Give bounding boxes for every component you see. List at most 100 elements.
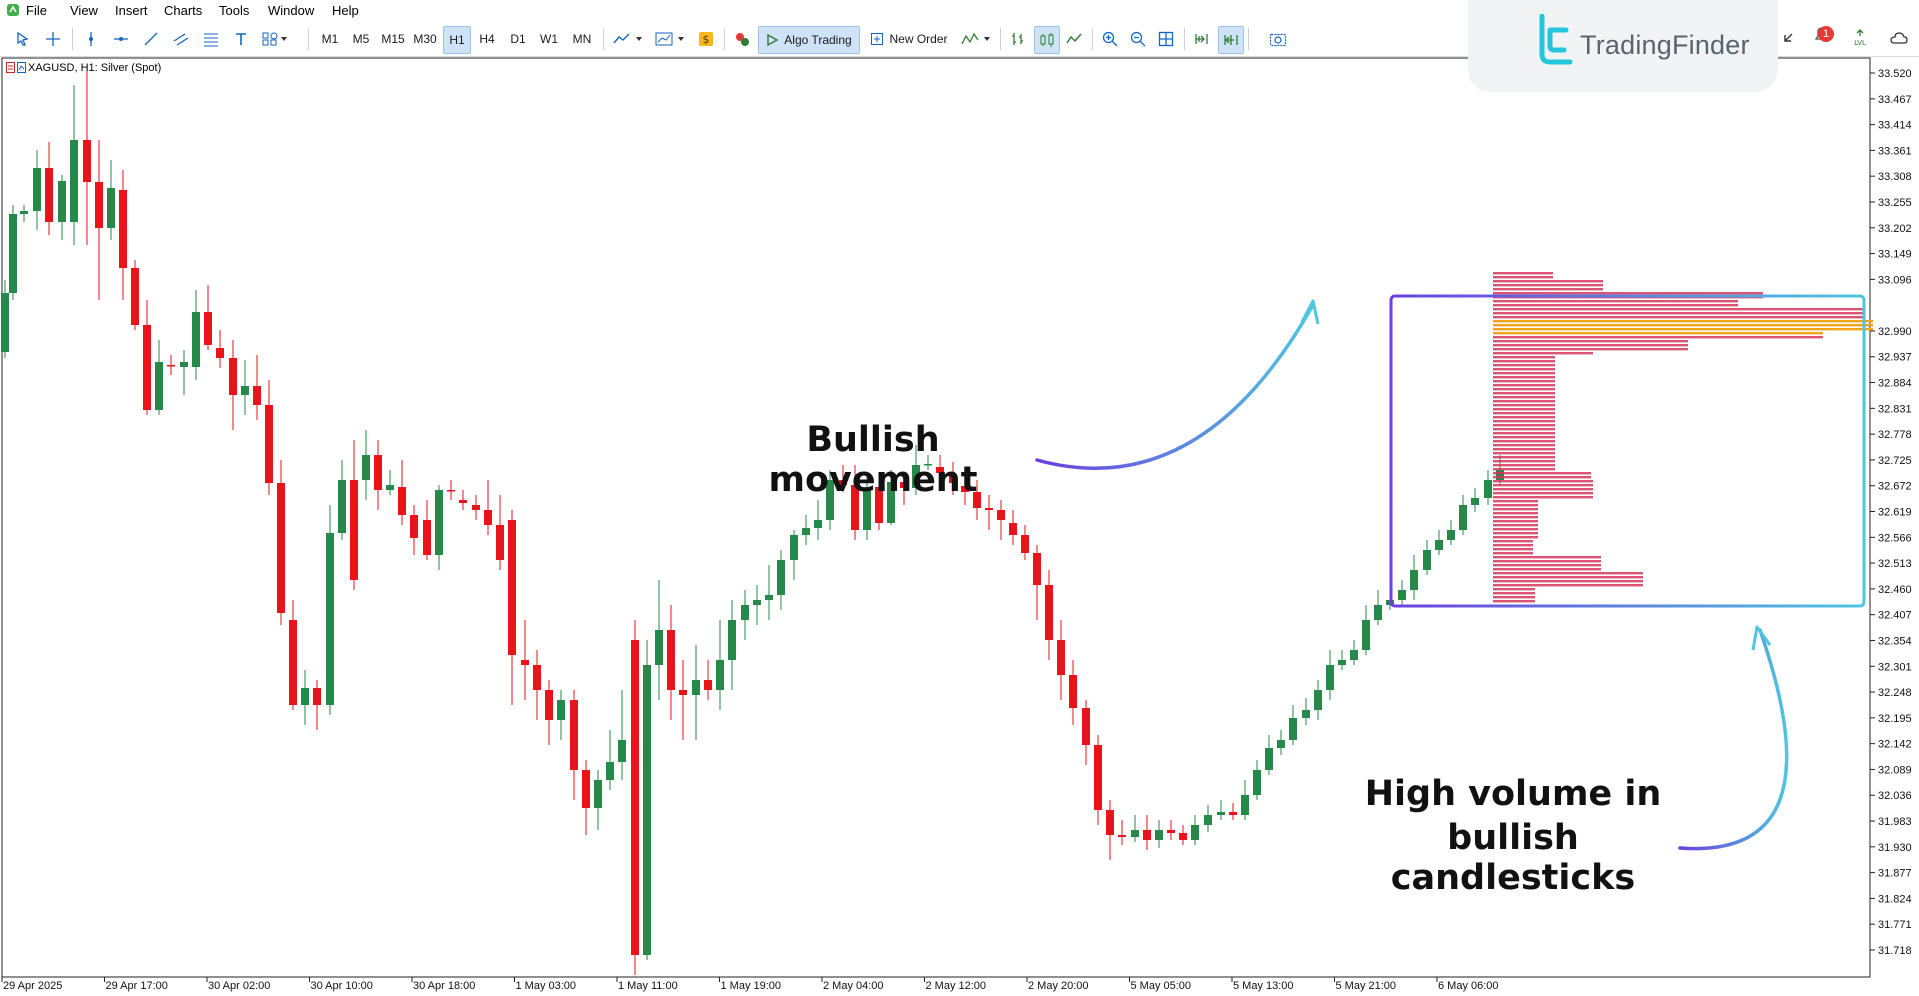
volume-profile-bar — [1493, 368, 1555, 371]
volume-profile-bar — [1493, 548, 1533, 551]
bullish-candle — [1350, 650, 1358, 660]
volume-profile-bar — [1493, 388, 1555, 391]
trendline-icon[interactable] — [138, 26, 164, 52]
price-label: 32.831 — [1878, 403, 1912, 415]
menu-file[interactable]: File — [26, 3, 47, 18]
bearish-candle — [45, 168, 53, 222]
menu-view[interactable]: View — [70, 3, 98, 18]
menu-charts[interactable]: Charts — [164, 3, 203, 18]
timeframe-m5[interactable]: M5 — [352, 32, 370, 46]
bearish-candle — [1167, 830, 1175, 833]
price-label: 33.308 — [1878, 171, 1912, 183]
bullish-candle — [1265, 748, 1273, 770]
timeframe-mn[interactable]: MN — [572, 32, 592, 46]
screenshot-icon[interactable] — [1266, 26, 1290, 52]
bullish-candle — [790, 535, 798, 560]
price-label: 31.983 — [1878, 816, 1912, 828]
volume-profile-bar — [1493, 596, 1535, 599]
timeframe-m1[interactable]: M1 — [321, 32, 339, 46]
timeframe-w1[interactable]: W1 — [540, 32, 558, 46]
price-label: 32.513 — [1878, 558, 1912, 570]
bearish-candle — [839, 480, 847, 485]
timeframe-d1[interactable]: D1 — [510, 32, 526, 46]
bearish-candle — [704, 680, 712, 690]
timeframe-h4[interactable]: H4 — [479, 32, 495, 46]
horizontal-line-icon[interactable] — [108, 26, 134, 52]
bullish-candle — [887, 482, 895, 523]
bar-chart-icon[interactable] — [1006, 26, 1030, 52]
volume-profile-bar — [1493, 564, 1601, 567]
tile-windows-icon[interactable] — [1154, 26, 1178, 52]
bearish-candle — [1143, 830, 1151, 840]
timeframe-m30[interactable]: M30 — [413, 32, 437, 46]
signals-dropdown-icon[interactable] — [958, 26, 996, 52]
chart-shift-icon[interactable] — [1218, 26, 1244, 54]
autoscroll-icon[interactable] — [1190, 26, 1214, 52]
volume-profile-bar — [1493, 432, 1555, 435]
timeframe-m15[interactable]: M15 — [381, 32, 405, 46]
bullish-candle — [435, 490, 443, 555]
crosshair-icon[interactable] — [40, 26, 66, 52]
bullish-candle — [1410, 570, 1418, 590]
menu-help[interactable]: Help — [332, 3, 359, 18]
bullish-candle — [765, 595, 773, 600]
menu-insert[interactable]: Insert — [115, 3, 148, 18]
volume-profile-bar — [1493, 276, 1553, 279]
bearish-candle — [521, 660, 529, 665]
candlestick-icon[interactable] — [1034, 26, 1060, 54]
new-order-button[interactable]: New Order — [864, 26, 954, 52]
vertical-line-icon[interactable] — [78, 26, 104, 52]
volume-profile-bar — [1493, 288, 1603, 291]
price-label: 31.771 — [1878, 919, 1912, 931]
arrow-icon[interactable] — [1780, 30, 1796, 46]
volume-profile-bar — [1493, 360, 1555, 363]
price-label: 32.884 — [1878, 378, 1912, 390]
text-tool-icon[interactable] — [228, 26, 254, 52]
menu-window[interactable]: Window — [268, 3, 315, 18]
timeframe-h1[interactable]: H1 — [443, 26, 471, 54]
volume-profile-bar — [1493, 444, 1555, 447]
line-chart-icon[interactable] — [1062, 26, 1086, 52]
bullish-candle — [1131, 830, 1139, 837]
bullish-candle — [1362, 620, 1370, 650]
bearish-candle — [508, 520, 516, 655]
bearish-candle — [95, 182, 103, 228]
high-volume-label-line1: High volume in — [1364, 774, 1662, 814]
volume-profile-bar — [1493, 396, 1555, 399]
bullish-candle — [1423, 550, 1431, 570]
volume-profile-bar — [1493, 504, 1538, 507]
bearish-candle — [1118, 835, 1126, 837]
bearish-candle — [167, 365, 175, 367]
cloud-icon[interactable] — [1890, 30, 1908, 46]
bullish-candle — [362, 455, 370, 480]
volume-profile-bar — [1493, 344, 1688, 347]
signal-level-icon[interactable]: LVL — [1850, 28, 1870, 48]
volume-profile-bar — [1493, 380, 1555, 383]
volume-profile-bar — [1493, 532, 1538, 535]
algo-trading-button[interactable]: Algo Trading — [758, 26, 860, 54]
bearish-candle — [1106, 810, 1114, 835]
bullish-arrow-curve — [1035, 303, 1315, 470]
bearish-candle — [277, 483, 285, 613]
channel-icon[interactable] — [168, 26, 194, 52]
zoom-out-icon[interactable] — [1126, 26, 1150, 52]
chart-type-dropdown-icon[interactable] — [610, 26, 648, 52]
fibonacci-icon[interactable] — [198, 26, 224, 52]
price-chart[interactable]: 33.520 33.467 33.414 33.361 33.308 33.255 33.2… — [0, 57, 1919, 996]
cursor-icon[interactable] — [10, 26, 36, 52]
bearish-candle — [313, 688, 321, 705]
volume-profile-bar — [1493, 540, 1533, 543]
bullish-candle — [9, 214, 17, 293]
menu-tools[interactable]: Tools — [219, 3, 250, 18]
bearish-candle — [484, 510, 492, 525]
expert-icon[interactable] — [730, 26, 754, 52]
dollar-icon[interactable]: $ — [694, 26, 718, 52]
volume-profile-bar — [1493, 392, 1555, 395]
volume-profile-bar — [1493, 364, 1555, 367]
volume-profile-bar — [1493, 404, 1555, 407]
price-label: 33.096 — [1878, 274, 1912, 286]
bearish-candle — [997, 510, 1005, 520]
shapes-dropdown-icon[interactable] — [258, 26, 292, 52]
zoom-in-icon[interactable] — [1098, 26, 1122, 52]
indicators-dropdown-icon[interactable] — [652, 26, 690, 52]
